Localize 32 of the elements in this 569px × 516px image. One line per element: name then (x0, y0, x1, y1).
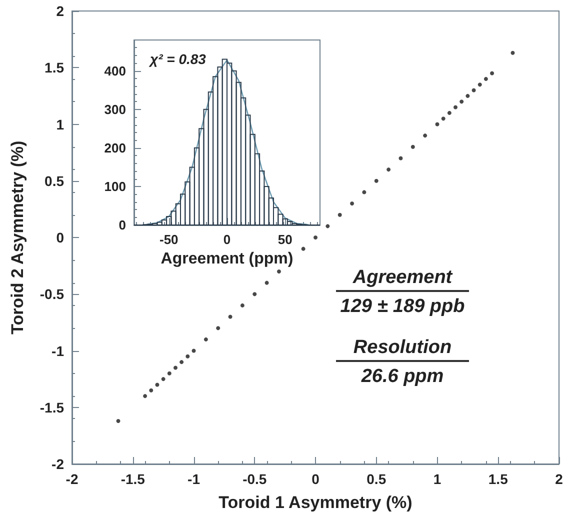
x-tick-label: 50 (278, 232, 292, 247)
x-tick-label: 0 (223, 232, 231, 247)
y-tick-label: -2 (52, 456, 64, 472)
y-tick-label: 100 (104, 178, 126, 194)
y-tick-label: 400 (104, 63, 126, 78)
y-tick-label: -1 (52, 342, 64, 359)
y-tick-label: 300 (104, 102, 126, 117)
x-tick-label: 0 (312, 471, 320, 487)
x-tick-label: 2 (555, 471, 564, 487)
x-tick-label: 1 (433, 471, 442, 487)
y-tick-label: 200 (104, 140, 126, 156)
x-tick-label: 0.5 (366, 471, 386, 487)
x-axis-title: Agreement (ppm) (160, 250, 294, 268)
x-tick-label: -1.5 (120, 471, 146, 487)
x-axis-title: Toroid 1 Asymmetry (%) (218, 493, 412, 512)
y-tick-label: -1.5 (40, 399, 64, 416)
annotation: 26.6 ppm (360, 365, 445, 389)
x-tick-label: -1 (188, 471, 200, 487)
y-axis-title: Toroid 2 Asymmetry (%) (8, 140, 27, 334)
y-tick-label: 2 (56, 3, 64, 19)
y-tick-label: 1 (56, 116, 64, 132)
x-tick-label: -0.5 (242, 471, 267, 487)
annotation: Resolution (336, 335, 469, 362)
y-tick-label: 1.5 (44, 60, 64, 76)
y-tick-label: 0.5 (44, 172, 64, 189)
annotation: Agreement (336, 265, 469, 292)
x-tick-label: -50 (159, 232, 178, 247)
annotation: χ² = 0.83 (148, 51, 206, 67)
y-tick-label: 0 (118, 218, 126, 232)
y-tick-label: -0.5 (40, 286, 64, 302)
annotation: 129 ± 189 ppb (339, 295, 466, 319)
x-tick-label: 1.5 (488, 471, 508, 487)
